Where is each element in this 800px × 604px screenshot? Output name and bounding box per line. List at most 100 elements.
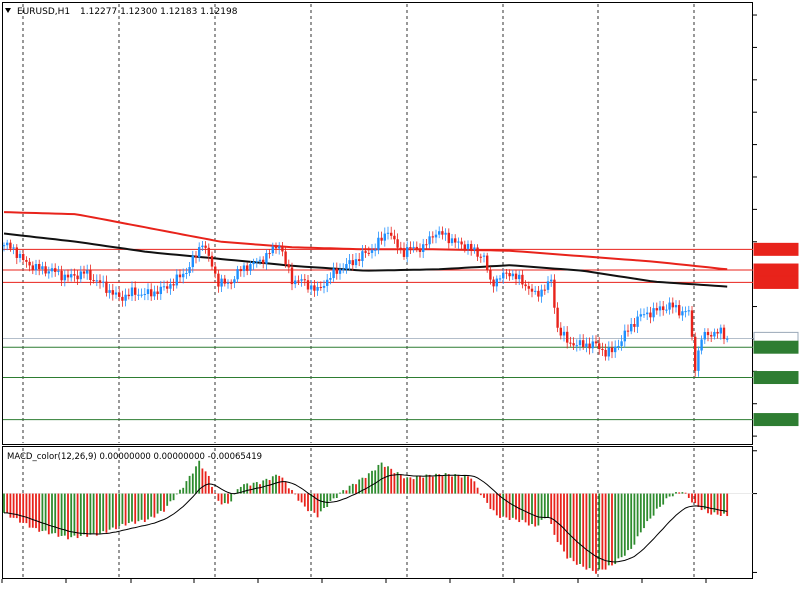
candle-body[interactable] xyxy=(130,287,134,297)
candle-body[interactable] xyxy=(118,292,121,297)
candle-body[interactable] xyxy=(601,348,604,350)
candle-body[interactable] xyxy=(252,261,255,265)
candle-body[interactable] xyxy=(418,248,422,252)
candle-body[interactable] xyxy=(530,288,534,292)
collapse-arrow-icon[interactable] xyxy=(5,8,11,13)
candle-body[interactable] xyxy=(246,265,249,271)
candle-body[interactable] xyxy=(511,273,514,277)
candle-body[interactable] xyxy=(473,247,476,250)
candle-body[interactable] xyxy=(124,294,127,301)
candle-body[interactable] xyxy=(393,235,396,240)
candle-body[interactable] xyxy=(447,232,450,244)
candle-body[interactable] xyxy=(406,247,409,257)
candle-body[interactable] xyxy=(521,274,524,285)
candle-body[interactable] xyxy=(495,278,498,287)
candle-body[interactable] xyxy=(412,246,415,248)
candle-body[interactable] xyxy=(534,290,537,292)
candle-body[interactable] xyxy=(518,274,521,280)
candle-body[interactable] xyxy=(719,327,722,334)
candle-body[interactable] xyxy=(527,286,530,289)
candle-body[interactable] xyxy=(322,285,326,288)
candle-body[interactable] xyxy=(137,294,140,296)
candle-body[interactable] xyxy=(450,238,454,244)
candle-body[interactable] xyxy=(105,281,108,293)
candle-body[interactable] xyxy=(546,281,550,290)
candle-body[interactable] xyxy=(367,252,370,254)
candle-body[interactable] xyxy=(649,312,652,318)
candle-body[interactable] xyxy=(60,270,63,281)
candle-body[interactable] xyxy=(550,279,553,282)
candle-body[interactable] xyxy=(172,284,175,286)
candle-body[interactable] xyxy=(79,271,82,280)
candle-body[interactable] xyxy=(399,247,402,249)
candle-body[interactable] xyxy=(281,246,284,252)
candle-body[interactable] xyxy=(338,269,342,274)
candle-body[interactable] xyxy=(674,305,678,308)
candle-body[interactable] xyxy=(188,267,191,273)
candle-body[interactable] xyxy=(706,331,710,336)
candle-body[interactable] xyxy=(594,341,598,344)
candle-body[interactable] xyxy=(76,275,79,280)
candle-body[interactable] xyxy=(658,306,662,311)
candle-body[interactable] xyxy=(278,246,281,249)
candle-body[interactable] xyxy=(335,268,338,274)
candle-body[interactable] xyxy=(140,294,143,296)
candle-body[interactable] xyxy=(70,274,73,278)
candle-body[interactable] xyxy=(508,273,511,277)
candle-body[interactable] xyxy=(553,279,556,308)
candle-body[interactable] xyxy=(396,239,399,248)
candle-body[interactable] xyxy=(639,314,642,317)
candle-body[interactable] xyxy=(425,244,428,246)
candle-body[interactable] xyxy=(166,286,169,289)
candle-body[interactable] xyxy=(713,331,716,337)
candle-body[interactable] xyxy=(121,296,124,301)
candle-body[interactable] xyxy=(492,279,495,287)
candle-body[interactable] xyxy=(50,268,54,272)
candle-body[interactable] xyxy=(175,274,178,286)
candle-body[interactable] xyxy=(345,264,348,270)
candle-body[interactable] xyxy=(348,260,351,265)
candle-body[interactable] xyxy=(271,246,274,254)
candle-body[interactable] xyxy=(2,245,6,247)
candle-body[interactable] xyxy=(150,289,153,297)
candle-body[interactable] xyxy=(457,241,460,243)
candle-body[interactable] xyxy=(207,247,210,256)
candle-body[interactable] xyxy=(31,265,34,271)
candle-body[interactable] xyxy=(694,336,697,371)
candle-body[interactable] xyxy=(358,259,361,262)
candle-body[interactable] xyxy=(422,244,425,252)
candle-body[interactable] xyxy=(316,286,319,291)
candle-body[interactable] xyxy=(537,290,540,297)
candle-body[interactable] xyxy=(390,232,393,236)
candle-body[interactable] xyxy=(162,286,166,288)
candle-body[interactable] xyxy=(294,280,297,285)
candle-body[interactable] xyxy=(102,281,105,283)
candle-body[interactable] xyxy=(342,269,345,271)
candle-body[interactable] xyxy=(242,265,246,272)
candle-body[interactable] xyxy=(700,339,703,351)
candle-body[interactable] xyxy=(233,279,236,284)
candle-body[interactable] xyxy=(710,335,713,337)
candle-body[interactable] xyxy=(354,259,358,266)
candle-body[interactable] xyxy=(204,245,207,248)
candle-body[interactable] xyxy=(620,341,623,346)
candle-body[interactable] xyxy=(111,290,114,295)
candle-body[interactable] xyxy=(262,259,265,264)
candle-body[interactable] xyxy=(265,253,268,264)
candle-body[interactable] xyxy=(380,237,383,241)
candle-body[interactable] xyxy=(127,294,130,297)
candle-body[interactable] xyxy=(386,232,390,234)
candle-body[interactable] xyxy=(28,261,31,266)
candle-body[interactable] xyxy=(95,280,98,282)
candle-body[interactable] xyxy=(287,264,290,268)
candle-body[interactable] xyxy=(134,287,137,295)
candle-body[interactable] xyxy=(217,273,220,287)
candle-body[interactable] xyxy=(268,253,271,255)
candle-body[interactable] xyxy=(249,264,252,271)
candle-body[interactable] xyxy=(617,345,620,347)
candle-body[interactable] xyxy=(402,248,406,257)
candle-body[interactable] xyxy=(223,278,226,284)
candle-body[interactable] xyxy=(370,250,374,253)
candle-body[interactable] xyxy=(310,285,313,290)
